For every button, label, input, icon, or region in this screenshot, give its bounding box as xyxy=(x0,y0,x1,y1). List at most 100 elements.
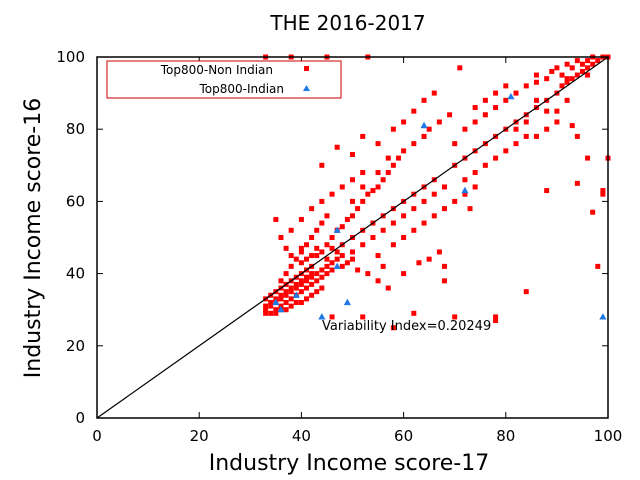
point-non-indian-115 xyxy=(411,141,417,147)
point-non-indian-18 xyxy=(304,285,310,291)
variability-index-annotation: Variability Index=0.20249 xyxy=(322,319,491,334)
point-non-indian-207 xyxy=(585,72,591,78)
point-non-indian-136 xyxy=(513,90,519,96)
point-non-indian-105 xyxy=(401,213,407,219)
point-non-indian-254 xyxy=(441,263,447,269)
point-non-indian-205 xyxy=(533,72,539,78)
point-non-indian-138 xyxy=(533,79,539,85)
point-non-indian-49 xyxy=(309,271,315,277)
point-non-indian-131 xyxy=(462,126,468,132)
point-non-indian-242 xyxy=(324,256,330,262)
point-non-indian-66 xyxy=(309,235,315,240)
point-non-indian-68 xyxy=(319,220,325,226)
point-non-indian-250 xyxy=(401,271,407,277)
point-non-indian-5 xyxy=(278,296,284,302)
y-tick-label-40: 40 xyxy=(66,265,85,283)
point-non-indian-185 xyxy=(319,198,325,204)
point-indian-9 xyxy=(507,92,515,100)
point-non-indian-80 xyxy=(350,213,355,219)
chart-title: THE 2016-2017 xyxy=(269,11,425,35)
point-non-indian-63 xyxy=(293,256,299,262)
y-axis-title: Industry Income score-16 xyxy=(21,98,46,378)
point-non-indian-43 xyxy=(278,292,284,298)
point-non-indian-67 xyxy=(314,227,320,233)
point-non-indian-224 xyxy=(595,263,601,269)
point-non-indian-70 xyxy=(283,245,289,251)
point-non-indian-162 xyxy=(482,162,488,168)
point-non-indian-152 xyxy=(559,72,565,78)
point-non-indian-233 xyxy=(513,126,519,132)
point-non-indian-180 xyxy=(273,216,279,222)
point-non-indian-19 xyxy=(314,271,320,277)
point-non-indian-84 xyxy=(370,188,376,194)
point-non-indian-56 xyxy=(304,296,310,302)
point-non-indian-167 xyxy=(533,133,539,139)
point-non-indian-24 xyxy=(319,274,325,280)
point-non-indian-206 xyxy=(564,76,570,82)
point-non-indian-13 xyxy=(298,281,304,287)
point-non-indian-2 xyxy=(263,310,269,316)
point-non-indian-4 xyxy=(268,310,274,316)
legend-label-non-indian: Top800-Non Indian xyxy=(160,63,273,77)
point-non-indian-23 xyxy=(324,263,330,269)
point-indian-0 xyxy=(272,298,280,306)
point-non-indian-251 xyxy=(416,260,422,266)
point-non-indian-53 xyxy=(288,303,294,309)
point-non-indian-109 xyxy=(441,184,447,190)
point-non-indian-89 xyxy=(395,155,401,161)
point-non-indian-119 xyxy=(447,112,453,118)
y-tick-label-0: 0 xyxy=(75,409,85,427)
point-non-indian-45 xyxy=(288,285,294,291)
diagonal-line xyxy=(96,56,609,419)
point-non-indian-59 xyxy=(319,285,325,291)
point-non-indian-76 xyxy=(329,235,335,240)
point-non-indian-78 xyxy=(339,224,345,230)
point-indian-6 xyxy=(343,298,351,306)
y-tick-label-20: 20 xyxy=(66,337,85,355)
point-non-indian-75 xyxy=(324,242,330,248)
point-non-indian-100 xyxy=(350,249,355,255)
point-non-indian-235 xyxy=(493,90,499,96)
point-non-indian-0 xyxy=(263,307,269,313)
point-non-indian-191 xyxy=(334,144,340,150)
ticks-layer: 00 20 20 40 40 60 60 80 80 100 100 xyxy=(56,48,622,445)
point-non-indian-179 xyxy=(472,184,478,190)
point-non-indian-117 xyxy=(426,126,432,132)
point-non-indian-170 xyxy=(375,253,381,259)
point-non-indian-214 xyxy=(493,318,499,324)
point-non-indian-209 xyxy=(360,314,366,320)
point-non-indian-176 xyxy=(441,206,447,212)
point-non-indian-221 xyxy=(600,191,606,197)
point-non-indian-222 xyxy=(600,188,606,194)
x-tick-label-100: 100 xyxy=(594,427,623,445)
point-non-indian-210 xyxy=(390,325,396,331)
point-non-indian-27 xyxy=(334,256,340,262)
point-non-indian-256 xyxy=(365,271,371,277)
point-non-indian-40 xyxy=(263,303,269,309)
point-non-indian-211 xyxy=(411,310,417,316)
point-non-indian-141 xyxy=(559,83,565,89)
point-non-indian-85 xyxy=(375,184,381,190)
point-non-indian-168 xyxy=(544,126,550,132)
y-tick-label-80: 80 xyxy=(66,120,85,138)
y-tick-label-100: 100 xyxy=(56,48,85,66)
point-non-indian-155 xyxy=(574,58,580,64)
point-non-indian-196 xyxy=(401,119,407,125)
legend-marker-non-indian xyxy=(304,66,309,71)
point-non-indian-113 xyxy=(385,155,391,161)
point-non-indian-227 xyxy=(574,133,580,139)
point-non-indian-83 xyxy=(365,191,371,197)
point-non-indian-108 xyxy=(431,191,437,197)
point-non-indian-171 xyxy=(390,242,396,248)
point-non-indian-253 xyxy=(436,249,442,255)
point-non-indian-153 xyxy=(564,61,570,67)
point-non-indian-69 xyxy=(324,213,330,219)
point-non-indian-104 xyxy=(390,220,396,226)
point-non-indian-86 xyxy=(380,177,386,183)
point-non-indian-190 xyxy=(319,162,325,168)
plot-frame xyxy=(96,56,609,419)
point-non-indian-79 xyxy=(344,216,350,222)
legend-marker-indian xyxy=(303,85,310,91)
point-non-indian-29 xyxy=(339,253,345,259)
point-non-indian-177 xyxy=(452,198,458,204)
